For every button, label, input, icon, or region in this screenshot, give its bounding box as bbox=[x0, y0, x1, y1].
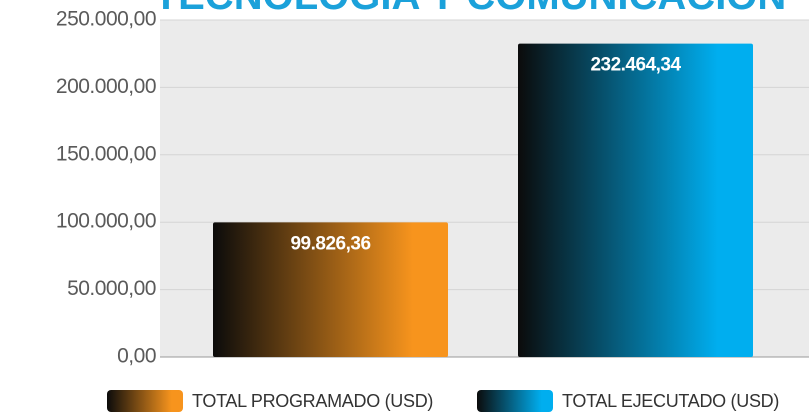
bar bbox=[518, 43, 753, 358]
y-tick-label: 150.000,00 bbox=[56, 142, 156, 165]
value-label: 99.826,36 bbox=[290, 233, 370, 254]
y-tick-label: 50.000,00 bbox=[67, 277, 156, 300]
legend-swatch bbox=[107, 390, 183, 412]
chart-title: TECNOLOGÍA Y COMUNICACIÓN bbox=[154, 0, 787, 18]
legend-label: TOTAL PROGRAMADO (USD) bbox=[192, 391, 433, 411]
bar bbox=[213, 222, 448, 357]
y-tick-label: 0,00 bbox=[117, 345, 156, 368]
y-tick-label: 200.000,00 bbox=[56, 75, 156, 98]
y-tick-label: 100.000,00 bbox=[56, 210, 156, 233]
value-label: 232.464,34 bbox=[590, 55, 681, 76]
legend-label: TOTAL EJECUTADO (USD) bbox=[562, 391, 779, 411]
y-tick-label: 250.000,00 bbox=[56, 8, 156, 31]
legend-swatch bbox=[477, 390, 553, 412]
